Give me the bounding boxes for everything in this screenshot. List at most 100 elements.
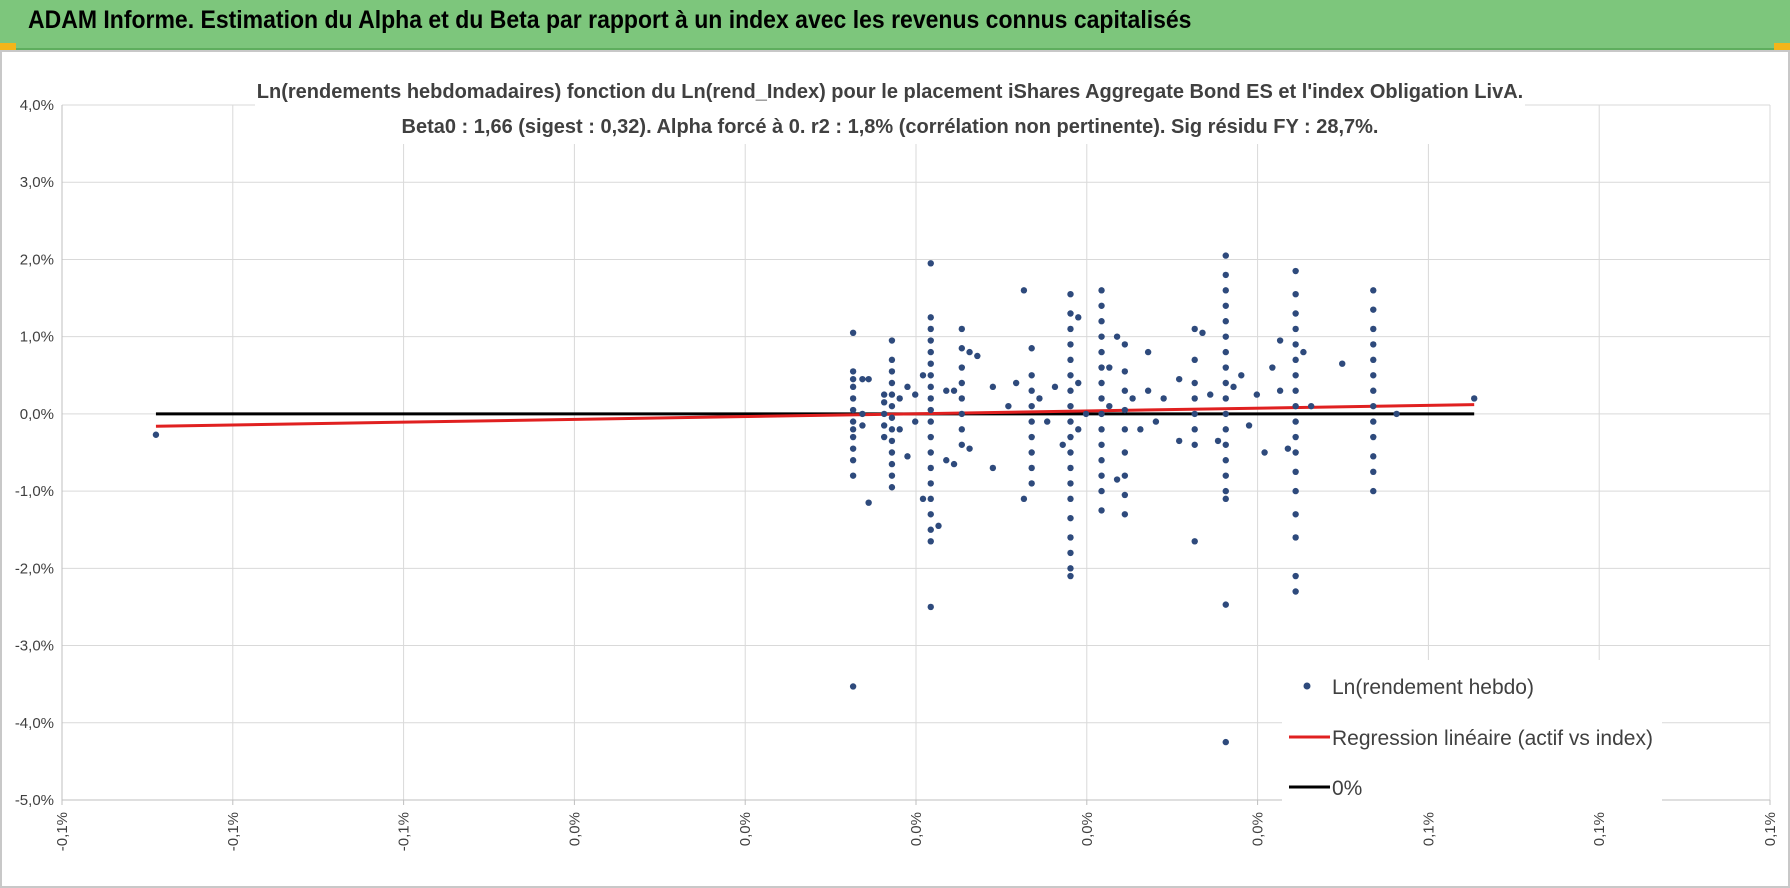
data-point <box>943 387 950 394</box>
data-point <box>1121 472 1129 479</box>
data-point <box>1292 372 1299 379</box>
data-point <box>849 368 857 375</box>
data-point <box>849 418 857 425</box>
corner-marker <box>0 43 16 50</box>
data-point <box>1144 387 1152 394</box>
data-point <box>1292 387 1299 394</box>
data-point <box>1222 302 1229 309</box>
data-point <box>1098 348 1105 356</box>
data-point <box>1067 495 1074 503</box>
data-point <box>896 395 903 402</box>
data-point <box>888 414 896 421</box>
data-point <box>1191 410 1198 418</box>
data-point <box>849 683 857 690</box>
legend-label-regression: Regression linéaire (actif vs index) <box>1332 727 1653 750</box>
data-point <box>1471 395 1478 402</box>
data-point <box>1370 325 1377 333</box>
legend-background <box>1282 660 1662 808</box>
data-point <box>1238 372 1245 379</box>
data-point <box>1222 271 1229 279</box>
data-point <box>1276 337 1284 344</box>
x-tick-label: 0,1% <box>1591 812 1608 846</box>
data-point <box>1292 433 1299 441</box>
data-point <box>849 395 857 402</box>
data-point <box>1098 379 1105 387</box>
data-point <box>958 364 966 371</box>
data-point <box>1121 491 1129 499</box>
data-point <box>958 410 966 418</box>
data-point <box>1292 418 1299 425</box>
data-point <box>1191 538 1198 545</box>
data-point <box>1222 348 1229 356</box>
data-point <box>865 375 872 383</box>
data-point <box>1370 372 1377 379</box>
data-point <box>1191 395 1198 402</box>
data-point <box>888 437 896 445</box>
chart-title-line2: Beta0 : 1,66 (sigest : 0,32). Alpha forc… <box>402 116 1379 138</box>
data-point <box>1370 287 1377 294</box>
data-point <box>1028 387 1035 394</box>
data-point <box>927 395 934 402</box>
data-point <box>1191 379 1198 387</box>
x-tick-label: 0,1% <box>1762 812 1779 846</box>
scatter-points <box>152 252 1478 746</box>
x-tick-label: -0,1% <box>225 812 242 851</box>
data-point <box>966 445 973 452</box>
data-point <box>1222 487 1229 495</box>
data-point <box>1075 314 1082 321</box>
data-point <box>888 402 896 410</box>
data-point <box>1307 402 1315 410</box>
data-point <box>958 379 966 387</box>
data-point <box>1028 480 1035 487</box>
data-point <box>1059 441 1066 448</box>
data-point <box>888 391 896 398</box>
data-point <box>927 511 934 518</box>
data-point <box>1292 588 1299 595</box>
data-point <box>927 314 934 321</box>
data-point <box>1370 402 1377 410</box>
data-point <box>849 329 857 337</box>
data-point <box>1082 410 1090 418</box>
data-point <box>1222 252 1229 259</box>
data-point <box>880 410 888 418</box>
data-point <box>1028 345 1035 352</box>
data-point <box>1028 418 1035 425</box>
data-point <box>927 360 934 367</box>
data-point <box>950 387 958 394</box>
data-point <box>1207 391 1214 398</box>
chart-frame <box>0 50 1790 888</box>
data-point <box>1113 476 1121 483</box>
data-point <box>1222 426 1229 433</box>
data-point <box>1067 514 1074 522</box>
data-point <box>1370 356 1377 364</box>
data-point <box>958 395 966 402</box>
data-point <box>927 383 934 391</box>
data-point <box>1175 437 1183 445</box>
x-tick-label: 0,0% <box>1250 812 1267 846</box>
data-point <box>1276 387 1284 394</box>
data-point <box>1222 364 1229 371</box>
data-point <box>1292 290 1299 298</box>
data-point <box>1261 449 1268 456</box>
data-point <box>152 431 160 438</box>
data-point <box>1067 549 1074 557</box>
data-point <box>880 391 888 398</box>
data-point <box>927 406 934 414</box>
data-point <box>1098 410 1105 418</box>
data-point <box>958 441 966 448</box>
x-tick-label: 0,0% <box>566 812 583 846</box>
data-point <box>1020 495 1028 503</box>
data-point <box>888 368 896 375</box>
data-point <box>1106 402 1113 410</box>
data-point <box>927 418 934 425</box>
data-point <box>1292 511 1299 518</box>
data-point <box>1067 387 1074 394</box>
data-point <box>1292 468 1299 476</box>
data-point <box>1075 426 1082 433</box>
data-point <box>1152 418 1160 425</box>
x-tick-label: 0,0% <box>1079 812 1096 846</box>
data-point <box>1222 457 1229 464</box>
data-point <box>1098 441 1105 448</box>
data-point <box>1067 372 1074 379</box>
